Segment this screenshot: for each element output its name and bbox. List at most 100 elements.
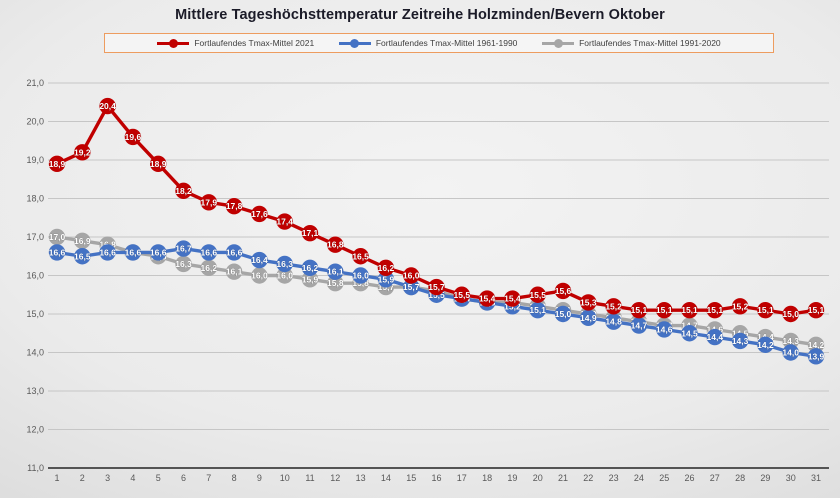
legend-item: Fortlaufendes Tmax-Mittel 1991-2020 xyxy=(542,38,721,48)
data-point-marker xyxy=(200,259,217,276)
data-point-marker xyxy=(99,97,116,115)
x-axis-tick-label: 12 xyxy=(330,473,340,483)
x-axis-tick-label: 26 xyxy=(684,473,694,483)
data-point-label: 16,2 xyxy=(302,263,319,273)
data-point-label: 15,1 xyxy=(757,305,774,315)
data-point-label: 15,9 xyxy=(302,274,319,284)
data-point-marker xyxy=(403,278,420,296)
data-point-marker xyxy=(630,317,648,334)
x-axis-tick-label: 5 xyxy=(156,473,161,483)
data-point-label: 16,4 xyxy=(251,255,268,265)
data-point-marker xyxy=(175,255,192,273)
x-axis-tick-label: 20 xyxy=(533,473,543,483)
data-point-marker xyxy=(605,313,622,330)
data-point-label: 15,7 xyxy=(403,282,420,292)
data-point-marker xyxy=(782,344,799,361)
data-point-label: 15,4 xyxy=(504,294,521,304)
data-point-marker xyxy=(706,328,723,346)
data-point-label: 15,5 xyxy=(529,290,546,300)
data-point-label: 20,4 xyxy=(99,101,116,111)
y-axis-tick-label: 13,0 xyxy=(26,386,44,396)
data-point-marker xyxy=(377,271,395,288)
data-point-label: 17,0 xyxy=(49,232,66,242)
data-point-label: 14,5 xyxy=(681,328,698,338)
data-point-label: 15,6 xyxy=(555,286,572,296)
data-point-label: 16,9 xyxy=(74,236,91,246)
data-point-label: 16,6 xyxy=(150,247,167,257)
data-point-marker xyxy=(782,305,799,323)
y-axis-tick-label: 16,0 xyxy=(26,271,44,281)
data-point-label: 15,0 xyxy=(782,309,799,319)
data-point-marker xyxy=(731,298,749,315)
data-point-marker xyxy=(428,278,445,296)
data-point-label: 15,2 xyxy=(605,301,622,311)
series-line-marker-icon xyxy=(157,38,190,48)
data-point-label: 18,9 xyxy=(49,159,66,169)
data-point-marker xyxy=(807,348,825,365)
data-point-label: 14,3 xyxy=(732,336,749,346)
data-point-label: 16,6 xyxy=(49,247,66,257)
data-point-marker xyxy=(554,282,572,300)
data-point-marker xyxy=(580,294,597,311)
data-point-label: 15,1 xyxy=(529,305,546,315)
data-point-marker xyxy=(301,259,319,276)
data-point-marker xyxy=(74,144,91,161)
data-point-marker xyxy=(276,255,293,273)
series-line-marker-icon xyxy=(542,38,575,48)
data-point-marker xyxy=(251,251,268,269)
data-point-marker xyxy=(377,259,395,276)
x-axis-tick-label: 6 xyxy=(181,473,186,483)
x-axis-tick-label: 29 xyxy=(760,473,770,483)
data-point-label: 14,3 xyxy=(782,336,799,346)
data-point-marker xyxy=(327,236,344,253)
x-axis-tick-label: 31 xyxy=(811,473,821,483)
data-point-marker xyxy=(99,244,116,261)
data-point-label: 16,1 xyxy=(327,267,344,277)
data-point-marker xyxy=(276,213,293,230)
x-axis-tick-label: 8 xyxy=(232,473,237,483)
data-point-label: 16,3 xyxy=(276,259,293,269)
data-point-label: 15,4 xyxy=(479,294,496,304)
x-axis-tick-label: 14 xyxy=(381,473,391,483)
data-point-label: 15,8 xyxy=(327,278,344,288)
x-axis-tick-label: 4 xyxy=(130,473,135,483)
legend-label: Fortlaufendes Tmax-Mittel 1961-1990 xyxy=(375,38,518,48)
data-point-marker xyxy=(529,286,546,303)
y-axis-tick-label: 11,0 xyxy=(27,463,44,473)
x-axis-tick-label: 22 xyxy=(583,473,593,483)
data-point-marker xyxy=(150,244,167,261)
data-point-label: 16,2 xyxy=(378,263,395,273)
data-point-label: 15,5 xyxy=(454,290,471,300)
data-point-label: 15,1 xyxy=(808,305,825,315)
data-point-marker xyxy=(251,205,268,223)
data-point-label: 15,9 xyxy=(378,274,395,284)
data-point-marker xyxy=(225,198,243,215)
y-axis-tick-label: 17,0 xyxy=(26,232,44,242)
x-axis-tick-label: 27 xyxy=(710,473,720,483)
data-point-label: 17,1 xyxy=(302,228,319,238)
data-point-marker xyxy=(731,332,749,350)
data-point-marker xyxy=(48,228,66,246)
data-point-marker xyxy=(352,267,369,284)
legend-label: Fortlaufendes Tmax-Mittel 2021 xyxy=(194,38,315,48)
x-axis-tick-label: 21 xyxy=(558,473,568,483)
data-point-marker xyxy=(807,301,825,319)
data-point-marker xyxy=(706,301,723,319)
data-point-label: 14,6 xyxy=(656,324,673,334)
data-point-label: 13,9 xyxy=(808,351,825,361)
data-point-label: 16,3 xyxy=(175,259,192,269)
data-point-marker xyxy=(757,336,774,353)
data-point-label: 14,4 xyxy=(707,332,724,342)
data-point-marker xyxy=(554,305,572,323)
data-point-marker xyxy=(580,309,597,327)
data-point-marker xyxy=(327,263,344,280)
data-point-marker xyxy=(48,244,66,261)
data-point-label: 16,6 xyxy=(125,247,142,257)
legend-item: Fortlaufendes Tmax-Mittel 1961-1990 xyxy=(338,38,518,48)
x-axis-tick-label: 19 xyxy=(507,473,517,483)
data-point-marker xyxy=(605,298,622,315)
x-axis-tick-label: 9 xyxy=(257,473,262,483)
data-point-label: 14,2 xyxy=(757,340,774,350)
data-point-label: 16,6 xyxy=(99,247,116,257)
